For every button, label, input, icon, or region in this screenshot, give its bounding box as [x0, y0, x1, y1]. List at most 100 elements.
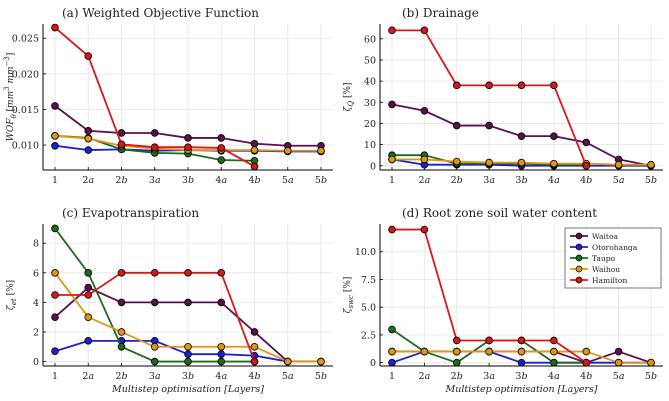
point-waitoa — [117, 129, 126, 137]
point-waitoa — [150, 129, 159, 137]
point-waitoa — [250, 139, 259, 148]
panel-title: (b) Drainage — [402, 6, 479, 20]
point-waihou — [117, 328, 126, 336]
y-tick-label: 20 — [364, 119, 376, 130]
x-tick-label: 4a — [215, 371, 227, 382]
y-tick-label: 0 — [33, 357, 39, 368]
x-tick-label: 3b — [182, 371, 194, 382]
point-otorohanga — [51, 141, 59, 150]
x-tick-label: 2a — [419, 175, 431, 186]
point-waihou — [647, 358, 655, 367]
y-tick-label: 0.010 — [12, 141, 39, 152]
point-waihou — [388, 155, 396, 164]
point-hamilton — [517, 336, 526, 345]
legend-label-waihou: Waihou — [592, 265, 620, 274]
legend-label-waitoa: Waitoa — [592, 232, 618, 241]
x-tick-label: 5a — [613, 175, 625, 186]
y-tick-label: 6 — [33, 268, 39, 279]
point-hamilton — [150, 269, 159, 277]
point-hamilton — [452, 81, 461, 90]
x-tick-label: 3a — [149, 175, 161, 186]
point-otorohanga — [517, 358, 526, 367]
point-waitoa — [550, 132, 558, 140]
y-tick-label: 10 — [364, 140, 376, 151]
panel-title: (a) Weighted Objective Function — [62, 6, 259, 20]
panel-d-root-zone-soil-water-content: 0 2.5 5.0 7.5 10.0 1 2a 2b 3a 3b 4a 4b 5a 5b (d) Root … — [343, 206, 663, 395]
x-tick-label: 4b — [580, 175, 592, 186]
point-waihou — [283, 357, 292, 366]
y-tick-label: 10.0 — [355, 247, 376, 258]
y-tick-label: 0.025 — [12, 34, 39, 45]
point-waihou — [388, 347, 396, 356]
x-axis-label: Multistep optimisation [Layers] — [111, 384, 264, 395]
x-tick-label: 4a — [548, 371, 560, 382]
point-waihou — [485, 347, 493, 356]
point-waihou — [420, 155, 429, 164]
x-tick-label: 5a — [613, 371, 625, 382]
x-tick-label: 4b — [248, 175, 260, 186]
panel-a-weighted-objective-function: 0.010 0.015 0.020 0.025 1 2a 2b 3a 3b 4a 4b 5a 5b (a)… — [3, 6, 333, 186]
point-otorohanga — [84, 337, 93, 345]
point-otorohanga — [184, 350, 192, 358]
point-waihou — [317, 146, 325, 155]
point-waihou — [283, 146, 292, 155]
x-tick-label: 4b — [580, 371, 592, 382]
point-waihou — [51, 132, 59, 140]
point-waihou — [51, 269, 59, 277]
y-axis-label: ζet [%] — [6, 280, 18, 310]
point-hamilton — [485, 81, 493, 90]
y-tick-label: 0 — [370, 358, 376, 369]
point-hamilton — [452, 336, 461, 345]
point-otorohanga — [388, 358, 396, 367]
point-waitoa — [452, 121, 461, 130]
point-hamilton — [485, 336, 493, 345]
x-tick-label: 3a — [483, 371, 495, 382]
point-hamilton — [388, 26, 396, 35]
point-hamilton — [250, 162, 259, 171]
x-tick-label: 1 — [389, 175, 395, 186]
point-waitoa — [485, 121, 493, 130]
point-hamilton — [420, 26, 429, 35]
x-tick-label: 5b — [645, 175, 657, 186]
legend-label-taupo: Taupo — [592, 254, 616, 263]
legend-marker-hamilton — [575, 276, 583, 284]
point-waitoa — [84, 283, 93, 292]
point-hamilton — [117, 269, 126, 277]
point-hamilton — [51, 23, 59, 32]
panel-c-evapotranspiration: 0 2 4 6 8 1 2a 2b 3a 3b 4a 4b 5a 5b (c) Evapotranspira… — [6, 206, 333, 395]
point-waihou — [84, 313, 93, 321]
point-waihou — [250, 342, 259, 351]
point-otorohanga — [84, 146, 93, 154]
point-waitoa — [517, 132, 526, 140]
point-waihou — [517, 158, 526, 167]
x-tick-label: 4b — [248, 371, 260, 382]
point-taupo — [217, 357, 226, 366]
point-hamilton — [117, 140, 126, 149]
point-hamilton — [84, 52, 93, 60]
x-tick-label: 5a — [282, 175, 294, 186]
point-waihou — [647, 160, 655, 169]
series-waihou — [388, 155, 655, 169]
point-waihou — [550, 347, 558, 356]
point-waitoa — [51, 313, 59, 321]
y-tick-label: 0 — [370, 161, 376, 172]
y-tick-label: 4 — [33, 298, 39, 309]
point-hamilton — [217, 144, 226, 152]
legend-marker-waitoa — [575, 232, 583, 240]
point-hamilton — [517, 81, 526, 90]
x-tick-label: 3b — [182, 175, 194, 186]
x-tick-label: 2b — [451, 371, 463, 382]
y-tick-label: 7.5 — [361, 275, 376, 286]
point-hamilton — [582, 358, 591, 367]
point-waitoa — [217, 298, 226, 307]
point-taupo — [217, 156, 226, 164]
point-hamilton — [184, 143, 192, 152]
point-waihou — [550, 159, 558, 168]
x-tick-label: 1 — [389, 371, 395, 382]
point-taupo — [388, 325, 396, 334]
point-waitoa — [150, 298, 159, 307]
point-hamilton — [51, 291, 59, 299]
x-tick-label: 2a — [82, 371, 94, 382]
point-waihou — [184, 342, 192, 351]
